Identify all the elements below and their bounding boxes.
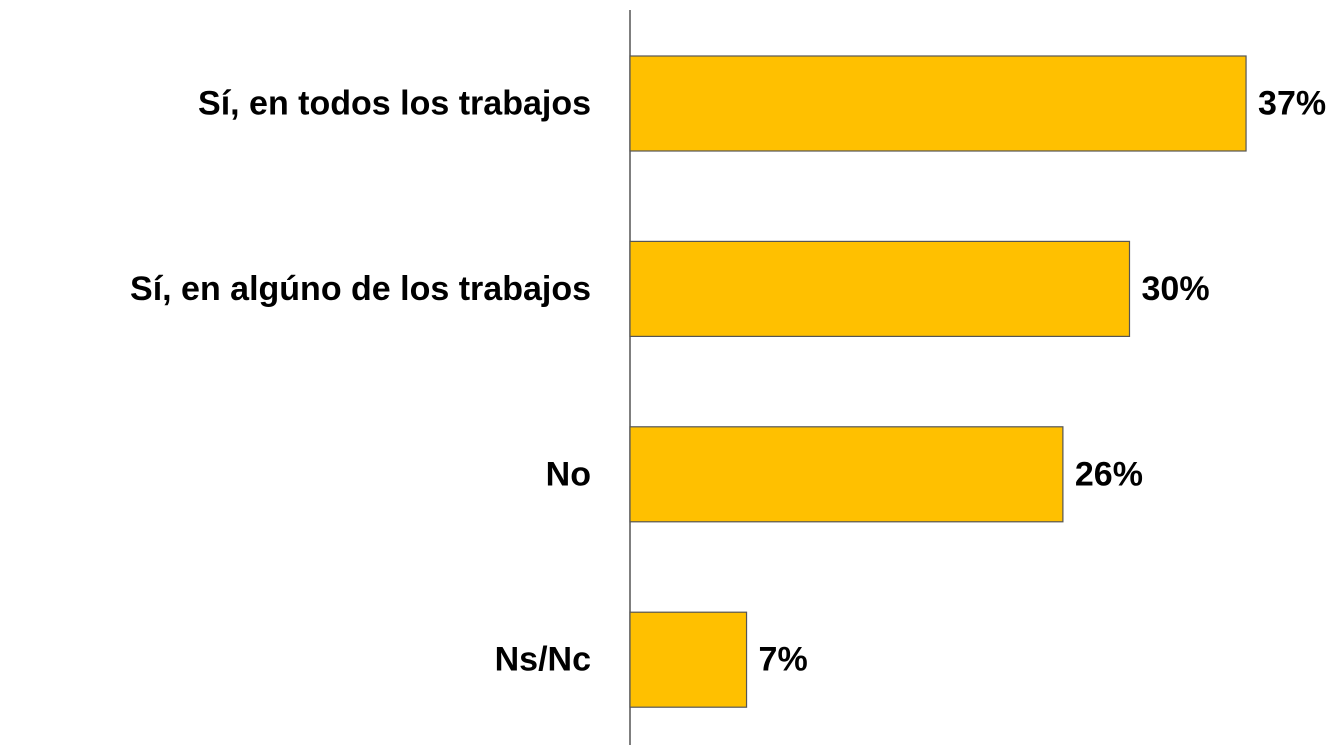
value-label: 30% [1142,270,1210,308]
value-label: 7% [759,641,808,679]
bar [629,611,748,708]
category-label: Sí, en algúno de los trabajos [130,270,591,308]
category-label: Sí, en todos los trabajos [198,84,591,122]
category-label: No [546,455,591,493]
bar [629,55,1247,152]
category-label: Ns/Nc [495,641,591,679]
bar [629,426,1064,523]
bar [629,240,1131,337]
value-label: 37% [1258,84,1326,122]
value-label: 26% [1075,455,1143,493]
